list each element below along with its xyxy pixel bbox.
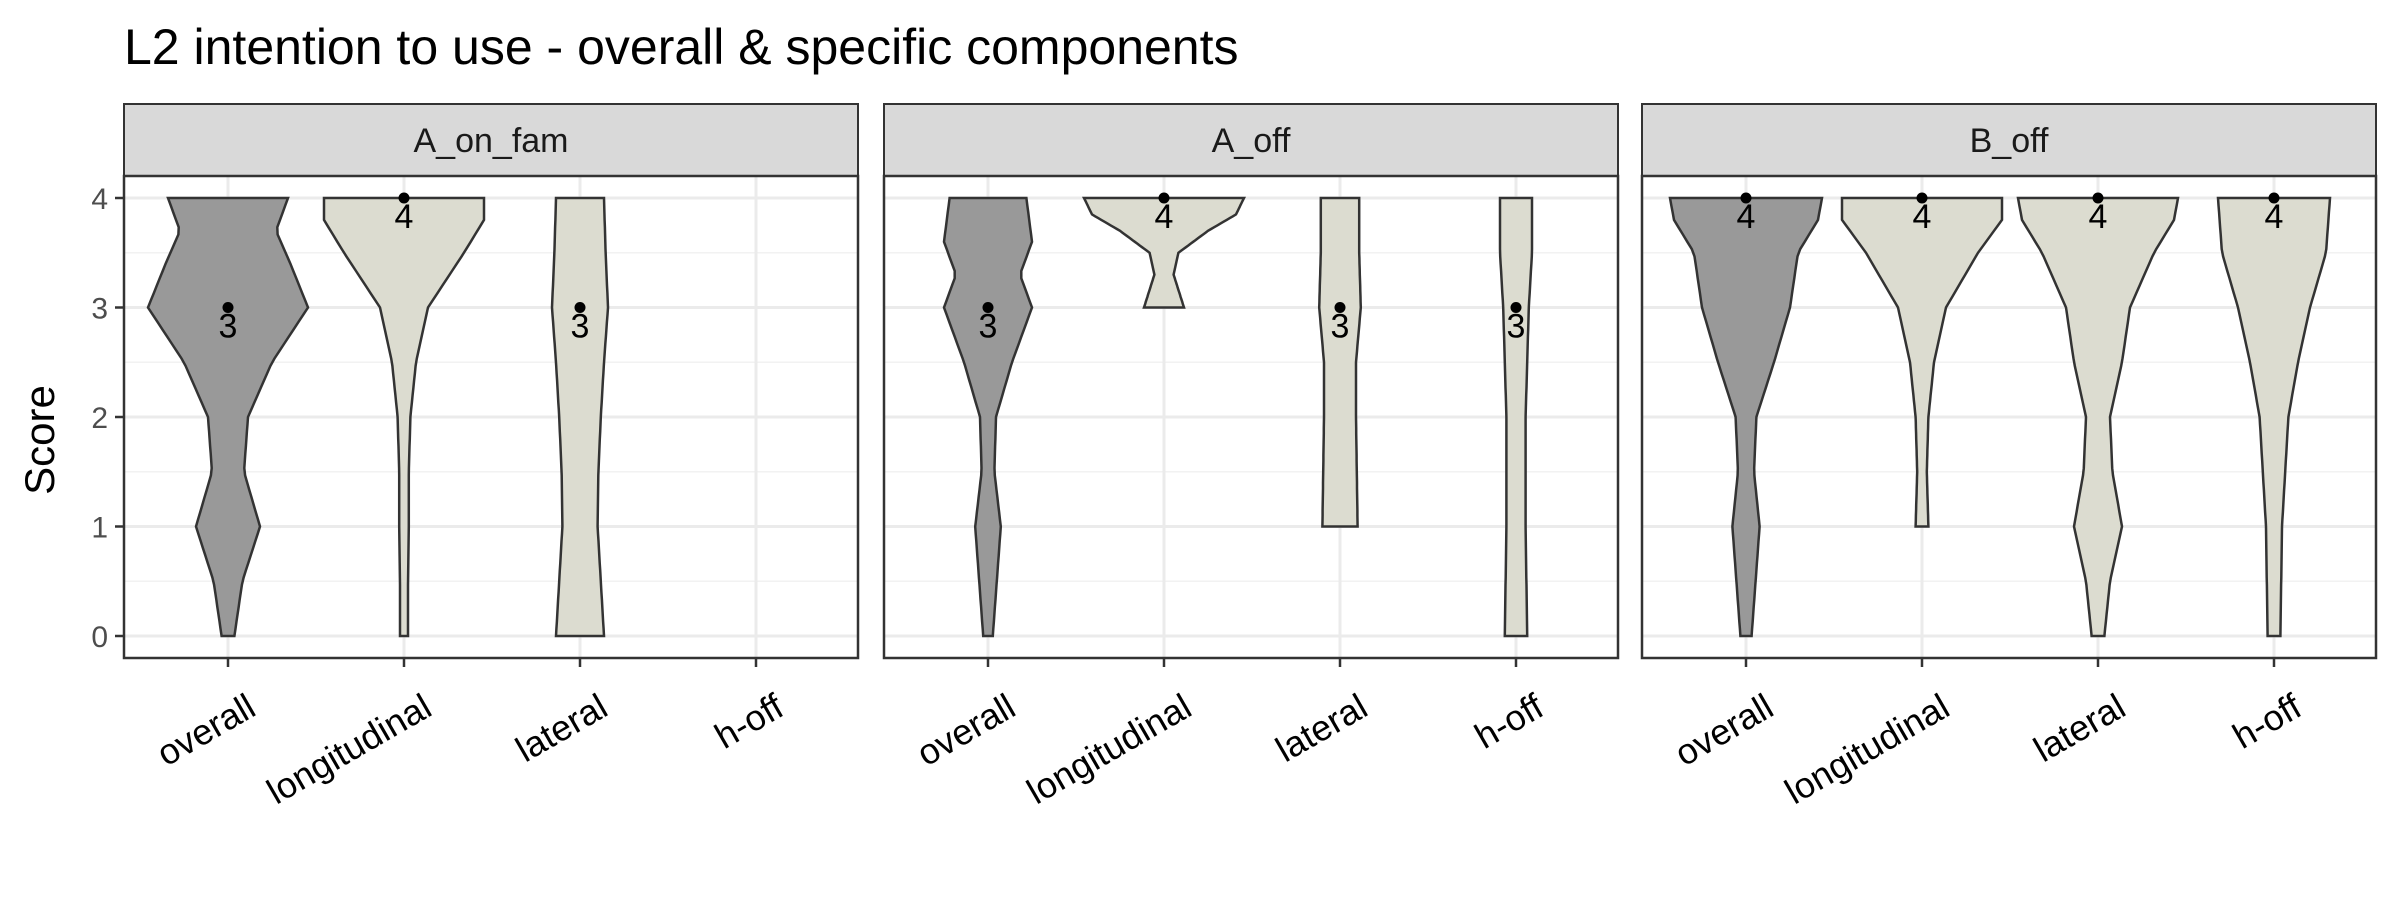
x-tick-label: lateral [2027, 685, 2132, 770]
strip-label: B_off [1970, 122, 2049, 160]
x-tick-label: h-off [2226, 685, 2309, 757]
y-tick-label: 3 [91, 293, 108, 326]
median-label: 4 [395, 198, 414, 236]
violin-lateral [2016, 196, 2180, 638]
strip-label: A_off [1212, 122, 1291, 160]
median-label: 3 [1507, 308, 1526, 346]
strip-background [123, 103, 859, 177]
median-label: 4 [1737, 198, 1756, 236]
median-point [1740, 192, 1752, 204]
median-label: 4 [2265, 198, 2284, 236]
y-tick-label: 1 [91, 512, 108, 545]
median-point [2268, 192, 2280, 204]
violin-overall [1668, 196, 1824, 638]
median-label: 4 [2089, 198, 2108, 236]
median-point [982, 302, 994, 313]
median-label: 4 [1155, 198, 1174, 236]
median-point [1510, 302, 1522, 313]
violin-h-off [2216, 196, 2332, 638]
strip-background [1641, 103, 2377, 177]
x-tick-label: h-off [1468, 685, 1551, 757]
violin-h-off [1498, 196, 1534, 638]
violin-overall [146, 196, 310, 638]
y-tick-label: 4 [91, 183, 108, 216]
median-label: 3 [219, 308, 238, 346]
x-tick-label: overall [150, 685, 262, 774]
median-label: 3 [571, 308, 590, 346]
median-point [574, 302, 586, 313]
x-tick-label: lateral [1269, 685, 1374, 770]
median-point [1158, 192, 1170, 204]
x-tick-label: longitudinal [1778, 685, 1956, 812]
strip-background [883, 103, 1619, 177]
y-tick-label: 0 [91, 621, 108, 654]
median-point [398, 192, 410, 204]
x-tick-label: lateral [509, 685, 614, 770]
violin-overall [942, 196, 1034, 638]
panel-border [882, 174, 1620, 660]
y-tick-label: 2 [91, 402, 108, 435]
x-tick-label: longitudinal [260, 685, 438, 812]
chart-title: L2 intention to use - overall & specific… [124, 19, 1239, 75]
strip-label: A_on_fam [414, 122, 569, 160]
x-tick-label: overall [910, 685, 1022, 774]
median-point [1334, 302, 1346, 313]
violin-longitudinal [322, 196, 486, 638]
violin-longitudinal [1840, 196, 2004, 528]
x-tick-label: h-off [708, 685, 791, 757]
violin-longitudinal [1081, 196, 1247, 309]
x-tick-label: overall [1668, 685, 1780, 774]
median-label: 3 [1331, 308, 1350, 346]
median-point [2092, 192, 2104, 204]
median-label: 4 [1913, 198, 1932, 236]
x-tick-label: longitudinal [1020, 685, 1198, 812]
median-point [222, 302, 234, 313]
median-label: 3 [979, 308, 998, 346]
median-point [1916, 192, 1928, 204]
violin-lateral [1317, 196, 1363, 528]
violin-lateral [550, 196, 610, 638]
panel-border [1640, 174, 2378, 660]
y-axis-label: Score [16, 385, 63, 495]
